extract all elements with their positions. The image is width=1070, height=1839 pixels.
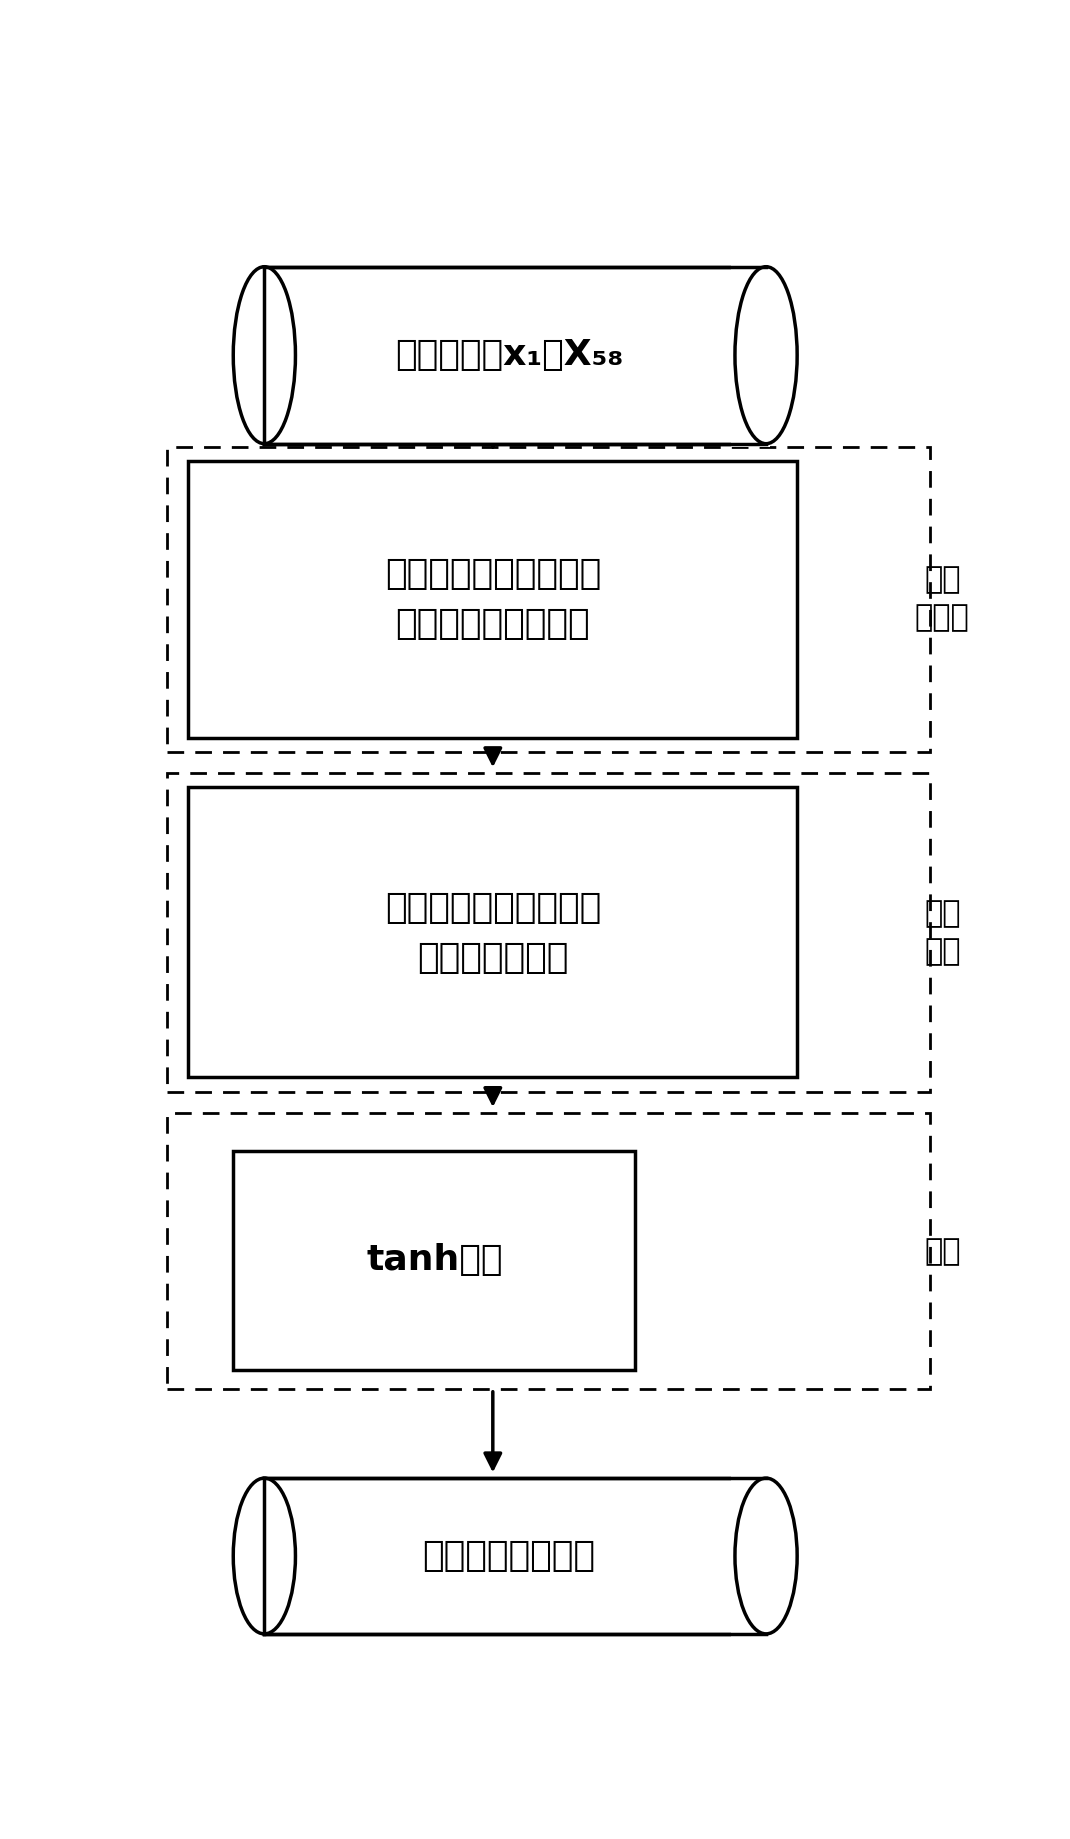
Bar xyxy=(167,772,930,1092)
Text: 回归: 回归 xyxy=(924,1238,961,1265)
Text: 对数据进行预处理，并
分为训练集和测试集: 对数据进行预处理，并 分为训练集和测试集 xyxy=(385,557,601,640)
Text: 特征
提取: 特征 提取 xyxy=(924,899,961,967)
Text: 对门控堆叠目标相关自
编码器进行训练: 对门控堆叠目标相关自 编码器进行训练 xyxy=(385,890,601,975)
Ellipse shape xyxy=(233,267,295,443)
Ellipse shape xyxy=(735,1479,797,1633)
Ellipse shape xyxy=(233,1479,295,1633)
Text: 数据
预处理: 数据 预处理 xyxy=(915,565,969,633)
Bar xyxy=(167,447,930,752)
Bar xyxy=(187,787,797,1078)
Text: 测试自编码器性能: 测试自编码器性能 xyxy=(423,1539,596,1572)
Ellipse shape xyxy=(735,267,797,443)
Bar xyxy=(731,263,770,447)
Bar xyxy=(264,267,766,443)
Bar xyxy=(233,1151,636,1370)
Text: tanh函数: tanh函数 xyxy=(367,1243,503,1276)
Bar xyxy=(264,1479,766,1633)
Text: 火电厂数据x₁～X₅₈: 火电厂数据x₁～X₅₈ xyxy=(395,338,623,371)
Bar xyxy=(167,1113,930,1388)
Bar xyxy=(187,462,797,737)
Bar xyxy=(731,1475,770,1637)
